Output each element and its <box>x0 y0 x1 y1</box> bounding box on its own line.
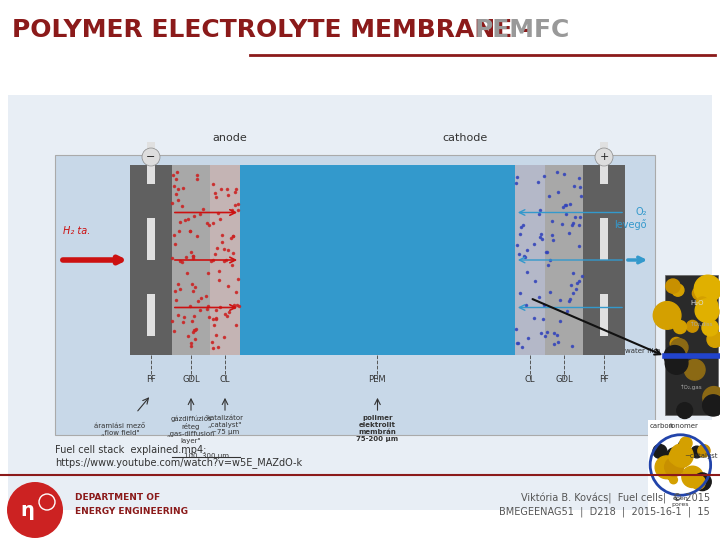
Text: η: η <box>20 501 34 519</box>
Circle shape <box>663 461 676 474</box>
Circle shape <box>682 466 703 488</box>
Text: +: + <box>599 152 608 162</box>
Circle shape <box>702 320 719 336</box>
Text: gázdiffúziós
réteg
„gas-diffusion
layer": gázdiffúziós réteg „gas-diffusion layer" <box>167 415 215 444</box>
Circle shape <box>655 456 678 478</box>
Bar <box>515 165 545 355</box>
Bar <box>130 165 625 355</box>
Circle shape <box>665 457 683 476</box>
Circle shape <box>653 444 667 458</box>
Circle shape <box>693 473 711 491</box>
Text: 100  300 μm: 100 300 μm <box>184 453 228 459</box>
Bar <box>172 165 210 355</box>
Circle shape <box>670 339 688 356</box>
Text: GDL: GDL <box>182 375 200 384</box>
Text: FF: FF <box>146 375 156 384</box>
Circle shape <box>595 148 613 166</box>
Circle shape <box>707 332 720 347</box>
Circle shape <box>672 450 690 468</box>
Circle shape <box>665 352 688 374</box>
Circle shape <box>691 446 703 458</box>
Text: katalizátor
„catalyst"
~75 μm: katalizátor „catalyst" ~75 μm <box>207 415 243 435</box>
Bar <box>583 165 625 355</box>
Text: FF: FF <box>599 375 609 384</box>
Circle shape <box>657 302 678 323</box>
Bar <box>130 165 172 355</box>
Circle shape <box>677 403 693 418</box>
Text: CL: CL <box>220 375 230 384</box>
Circle shape <box>694 275 720 302</box>
Bar <box>147 218 155 260</box>
Circle shape <box>703 395 720 416</box>
Circle shape <box>696 299 719 322</box>
Circle shape <box>664 346 685 367</box>
Text: POLYMER ELECTROLYTE MEMBRANE -: POLYMER ELECTROLYTE MEMBRANE - <box>12 18 540 42</box>
Text: BMEGEENAG51  |  D218  |  2015-16-1  |  15: BMEGEENAG51 | D218 | 2015-16-1 | 15 <box>499 507 710 517</box>
Text: cathode: cathode <box>442 133 487 143</box>
Bar <box>600 294 608 336</box>
Bar <box>600 218 608 260</box>
Text: GDL: GDL <box>555 375 573 384</box>
Text: carbon: carbon <box>650 423 674 429</box>
Text: H₂ ta.: H₂ ta. <box>63 226 91 237</box>
Bar <box>240 165 515 355</box>
Text: polimer
elektrolit
membrán
75-200 μm: polimer elektrolit membrán 75-200 μm <box>356 415 399 442</box>
Circle shape <box>670 476 678 484</box>
Circle shape <box>672 353 685 365</box>
Circle shape <box>678 441 687 449</box>
Bar <box>55 155 655 435</box>
Circle shape <box>693 287 706 300</box>
Bar <box>545 165 583 355</box>
Circle shape <box>691 475 706 489</box>
Text: −: − <box>146 152 156 162</box>
Bar <box>147 294 155 336</box>
Text: https://www.youtube.com/watch?v=w5E_MAZdO-k: https://www.youtube.com/watch?v=w5E_MAZd… <box>55 457 302 468</box>
Circle shape <box>670 338 683 349</box>
Text: open
pores: open pores <box>672 496 689 507</box>
Text: CL: CL <box>525 375 535 384</box>
Text: ↑O₂,diss: ↑O₂,diss <box>690 321 714 327</box>
Circle shape <box>696 297 708 309</box>
Text: ↑O₂,gas: ↑O₂,gas <box>680 384 703 390</box>
Circle shape <box>660 456 678 474</box>
Text: Viktória B. Kovács|  Fuel cells|  © 2015: Viktória B. Kovács| Fuel cells| © 2015 <box>521 492 710 503</box>
Circle shape <box>680 437 692 449</box>
Text: H₂O: H₂O <box>690 300 703 306</box>
Text: ENERGY ENGINEERING: ENERGY ENGINEERING <box>75 508 188 516</box>
Circle shape <box>667 472 675 480</box>
Text: anode: anode <box>212 133 248 143</box>
Circle shape <box>698 445 710 457</box>
Circle shape <box>703 387 720 409</box>
Circle shape <box>666 279 680 293</box>
Circle shape <box>672 284 684 296</box>
Circle shape <box>685 360 705 380</box>
Circle shape <box>687 320 698 332</box>
Circle shape <box>673 321 687 334</box>
Text: áramlási mező
„flow field": áramlási mező „flow field" <box>94 423 145 436</box>
Circle shape <box>653 302 681 329</box>
Bar <box>147 142 155 184</box>
Circle shape <box>701 303 719 321</box>
Bar <box>665 275 718 415</box>
Bar <box>210 165 240 355</box>
Text: ionomer: ionomer <box>670 423 698 429</box>
Text: DEPARTMENT OF: DEPARTMENT OF <box>75 494 160 503</box>
Circle shape <box>670 444 693 467</box>
Bar <box>600 142 608 184</box>
Text: PEMFC: PEMFC <box>475 18 570 42</box>
Text: water film: water film <box>625 348 660 354</box>
Text: ~catalyst: ~catalyst <box>685 453 718 459</box>
Bar <box>8 95 712 510</box>
Circle shape <box>7 482 63 538</box>
Text: O₂
levegő: O₂ levegő <box>614 207 647 229</box>
Circle shape <box>698 296 718 316</box>
Text: PEM: PEM <box>368 375 386 384</box>
Text: Fuel cell stack  explained.mp4:: Fuel cell stack explained.mp4: <box>55 445 207 455</box>
Bar <box>648 420 720 510</box>
Circle shape <box>142 148 160 166</box>
Circle shape <box>666 448 684 465</box>
Circle shape <box>669 450 683 464</box>
